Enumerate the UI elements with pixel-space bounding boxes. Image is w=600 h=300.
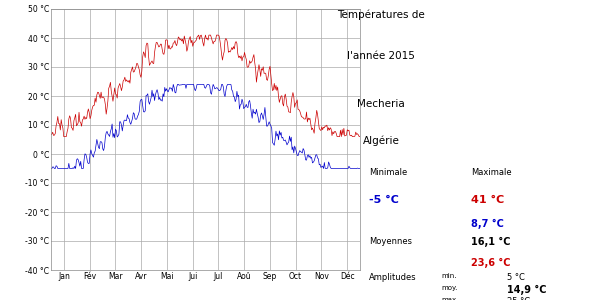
Text: 41 °C: 41 °C bbox=[471, 195, 504, 205]
Text: Mecheria: Mecheria bbox=[357, 99, 405, 109]
Text: 16,1 °C: 16,1 °C bbox=[471, 237, 511, 247]
Text: l'année 2015: l'année 2015 bbox=[347, 51, 415, 61]
Text: min.: min. bbox=[441, 273, 457, 279]
Text: Algérie: Algérie bbox=[362, 135, 400, 146]
Text: moy.: moy. bbox=[441, 285, 457, 291]
Text: 25 °C: 25 °C bbox=[507, 297, 530, 300]
Text: 8,7 °C: 8,7 °C bbox=[471, 219, 504, 229]
Text: 14,9 °C: 14,9 °C bbox=[507, 285, 547, 295]
Text: Maximale: Maximale bbox=[471, 168, 512, 177]
Text: -5 °C: -5 °C bbox=[369, 195, 399, 205]
Text: Températures de: Températures de bbox=[337, 9, 425, 20]
Text: max.: max. bbox=[441, 297, 458, 300]
Text: Minimale: Minimale bbox=[369, 168, 407, 177]
Text: 23,6 °C: 23,6 °C bbox=[471, 258, 511, 268]
Text: Moyennes: Moyennes bbox=[369, 237, 412, 246]
Text: 5 °C: 5 °C bbox=[507, 273, 525, 282]
Text: Amplitudes: Amplitudes bbox=[369, 273, 416, 282]
